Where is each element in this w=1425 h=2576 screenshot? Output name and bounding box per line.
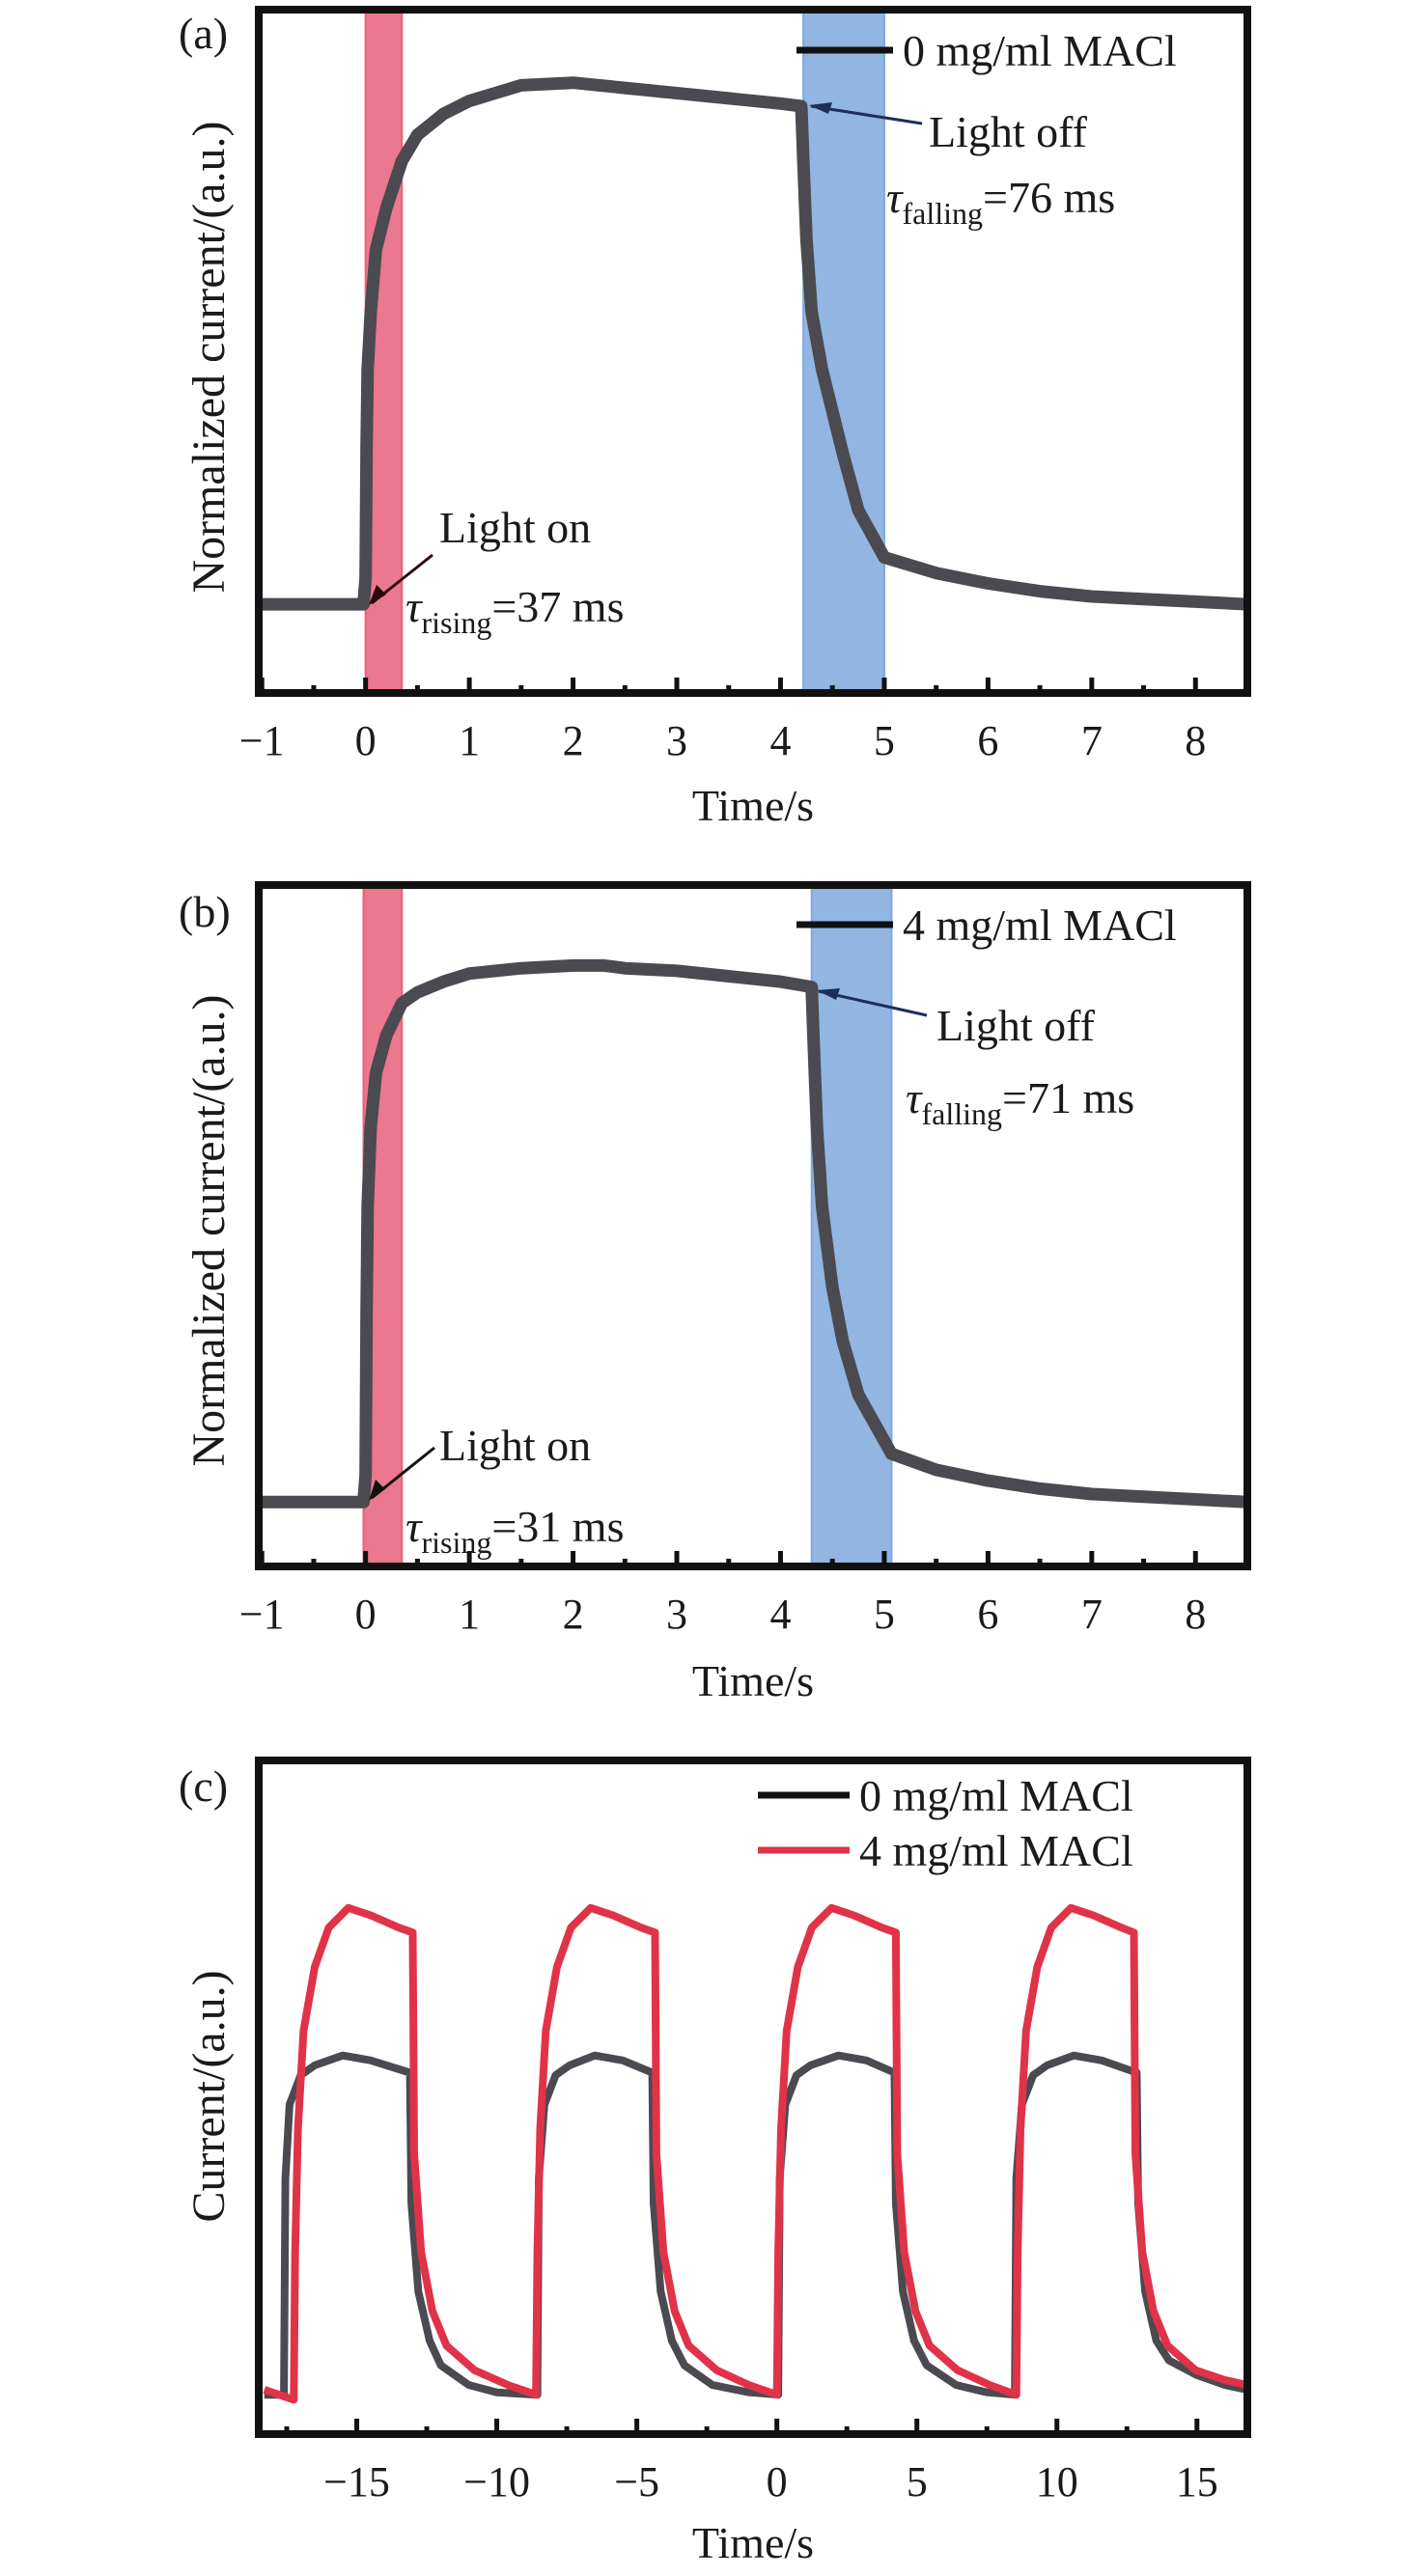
plot-frame xyxy=(255,6,1251,697)
panel-label: (a) xyxy=(179,9,228,58)
x-tick-label: 0 xyxy=(355,1591,377,1638)
arrow-head-light-off xyxy=(817,988,840,1000)
x-tick-label: −15 xyxy=(323,2458,390,2506)
legend-label-0: 4 mg/ml MACl xyxy=(903,900,1177,950)
x-tick-label: 8 xyxy=(1185,717,1206,764)
annotation-tau-falling: τfalling=71 ms xyxy=(906,1073,1134,1131)
x-tick-label: 10 xyxy=(1036,2458,1078,2506)
annotation-light-on: Light on τrising=31 ms xyxy=(369,1421,624,1560)
x-tick-label: −1 xyxy=(239,1591,285,1638)
x-tick-label: 0 xyxy=(355,717,377,764)
series-line-4-mg-ml-macl xyxy=(259,958,1248,1509)
shaded-regions xyxy=(364,9,885,694)
annotation-tau-falling: τfalling=76 ms xyxy=(886,173,1115,231)
x-tick-label: −1 xyxy=(239,717,285,764)
x-tick-labels: −15 −10 −5 0 5 10 15 xyxy=(323,2458,1218,2506)
legend-label-0: 0 mg/ml MACl xyxy=(859,1771,1133,1820)
arrow-head-light-on xyxy=(369,585,386,605)
x-tick-label: 5 xyxy=(874,1591,895,1638)
legend: 4 mg/ml MACl xyxy=(796,900,1177,950)
y-axis-title: Normalized current/(a.u.) xyxy=(183,121,235,593)
annotation-text-light-off: Light off xyxy=(929,107,1088,156)
y-axis-title: Current/(a.u.) xyxy=(183,1970,235,2222)
x-tick-label: 2 xyxy=(563,717,584,764)
x-tick-label: 4 xyxy=(769,717,791,764)
x-tick-label: 0 xyxy=(767,2458,788,2506)
x-tick-label: 5 xyxy=(874,717,895,764)
annotation-tau-rising: τrising=37 ms xyxy=(405,582,624,640)
panel-label: (c) xyxy=(179,1761,228,1811)
series-line-4-mg-ml-macl xyxy=(263,1903,1248,2404)
x-axis-title: Time/s xyxy=(692,781,814,830)
annotation-light-off: Light off τfalling=71 ms xyxy=(817,988,1134,1131)
legend: 0 mg/ml MACl xyxy=(796,26,1177,75)
x-tick-label: −10 xyxy=(463,2458,530,2506)
x-tick-label: 8 xyxy=(1185,1591,1206,1638)
x-tick-label: 6 xyxy=(977,717,998,764)
annotation-tau-rising: τrising=31 ms xyxy=(405,1502,624,1560)
panel-a: −1 0 1 2 3 4 5 6 7 8 (a) Normalized current/(a.u.… xyxy=(179,6,1251,830)
x-tick-label: 3 xyxy=(666,1591,687,1638)
x-tick-label: 7 xyxy=(1081,1591,1103,1638)
series-layer xyxy=(259,76,1248,611)
x-tick-label: 7 xyxy=(1081,717,1103,764)
x-tick-labels: −1 0 1 2 3 4 5 6 7 8 xyxy=(239,1591,1206,1638)
x-axis-title: Time/s xyxy=(692,2518,814,2567)
legend-label-1: 4 mg/ml MACl xyxy=(859,1826,1133,1875)
series-layer xyxy=(263,1903,1248,2404)
x-ticks xyxy=(259,1551,1198,1566)
series-layer xyxy=(259,958,1248,1509)
annotation-text-light-on: Light on xyxy=(439,503,591,552)
x-tick-label: 3 xyxy=(666,717,687,764)
x-tick-label: 15 xyxy=(1176,2458,1218,2506)
arrow-head-light-off xyxy=(809,102,832,114)
x-ticks xyxy=(259,678,1198,693)
legend-label-0: 0 mg/ml MACl xyxy=(903,26,1177,75)
x-tick-label: 1 xyxy=(459,717,480,764)
arrow-head-light-on xyxy=(369,1480,385,1501)
legend: 0 mg/ml MACl 4 mg/ml MACl xyxy=(758,1771,1133,1875)
panel-c: −15 −10 −5 0 5 10 15 (c) Current/(a.u.) Time/s… xyxy=(179,1757,1251,2567)
annotation-light-on: Light on τrising=37 ms xyxy=(369,503,624,640)
y-axis-title: Normalized current/(a.u.) xyxy=(183,994,235,1466)
annotation-light-off: Light off τfalling=76 ms xyxy=(809,102,1115,231)
x-tick-label: −5 xyxy=(614,2458,659,2506)
x-axis-title: Time/s xyxy=(692,1656,814,1705)
x-tick-label: 2 xyxy=(563,1591,584,1638)
x-tick-label: 4 xyxy=(769,1591,791,1638)
panel-b: −1 0 1 2 3 4 5 6 7 8 (b) Normalized current/(a.u.… xyxy=(179,881,1251,1705)
annotation-text-light-on: Light on xyxy=(439,1421,591,1470)
annotation-text-light-off: Light off xyxy=(936,1001,1096,1050)
x-tick-labels: −1 0 1 2 3 4 5 6 7 8 xyxy=(239,717,1206,764)
plot-frame xyxy=(255,1757,1251,2438)
x-tick-label: 5 xyxy=(907,2458,928,2506)
panel-label: (b) xyxy=(179,887,231,936)
x-tick-label: 1 xyxy=(459,1591,480,1638)
x-tick-label: 6 xyxy=(977,1591,998,1638)
plot-frame xyxy=(255,881,1251,1570)
x-ticks xyxy=(284,2419,1200,2434)
series-line-0-mg-ml-macl xyxy=(259,76,1248,611)
